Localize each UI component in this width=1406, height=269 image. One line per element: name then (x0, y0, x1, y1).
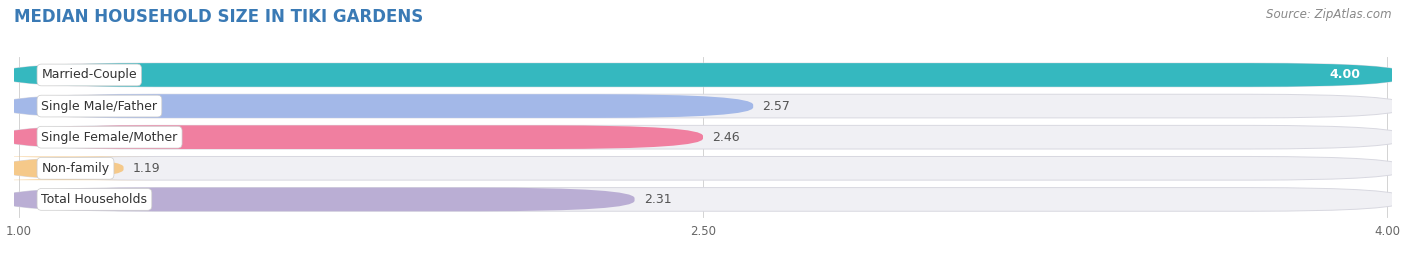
FancyBboxPatch shape (0, 63, 1406, 87)
Text: Married-Couple: Married-Couple (41, 68, 136, 82)
Text: MEDIAN HOUSEHOLD SIZE IN TIKI GARDENS: MEDIAN HOUSEHOLD SIZE IN TIKI GARDENS (14, 8, 423, 26)
Text: Single Female/Mother: Single Female/Mother (41, 131, 177, 144)
Text: 4.00: 4.00 (1329, 68, 1360, 82)
FancyBboxPatch shape (0, 157, 156, 180)
Text: 2.46: 2.46 (711, 131, 740, 144)
Text: 1.19: 1.19 (132, 162, 160, 175)
Text: 2.57: 2.57 (762, 100, 790, 112)
FancyBboxPatch shape (0, 187, 1406, 211)
Text: Non-family: Non-family (41, 162, 110, 175)
FancyBboxPatch shape (0, 125, 1406, 149)
FancyBboxPatch shape (0, 94, 1406, 118)
FancyBboxPatch shape (0, 157, 1406, 180)
Text: Source: ZipAtlas.com: Source: ZipAtlas.com (1267, 8, 1392, 21)
FancyBboxPatch shape (0, 187, 634, 211)
FancyBboxPatch shape (0, 63, 1406, 87)
Text: Single Male/Father: Single Male/Father (41, 100, 157, 112)
Text: 2.31: 2.31 (644, 193, 671, 206)
Text: Total Households: Total Households (41, 193, 148, 206)
FancyBboxPatch shape (0, 94, 754, 118)
FancyBboxPatch shape (0, 125, 703, 149)
